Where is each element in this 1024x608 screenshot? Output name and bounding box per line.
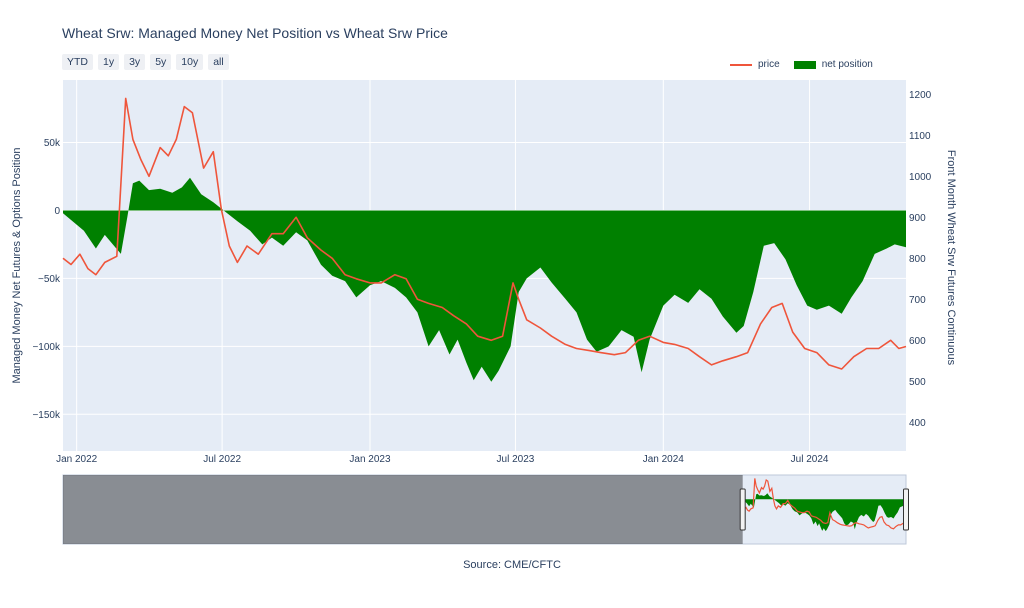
slider-price-line <box>742 478 907 530</box>
source-note: Source: CME/CFTC <box>463 559 561 571</box>
x-tick-label: Jul 2024 <box>791 454 829 465</box>
x-tick-label: Jan 2022 <box>56 454 98 465</box>
range-button-ytd[interactable]: YTD <box>62 54 93 70</box>
price-line <box>62 97 907 370</box>
legend: price net position <box>730 59 887 70</box>
range-slider[interactable] <box>0 470 1024 550</box>
y-right-tick-label: 400 <box>909 418 926 429</box>
y-right-tick-label: 700 <box>909 295 926 306</box>
y-right-axis-title: Front Month Wheat Srw Futures Continuous <box>945 150 957 366</box>
legend-price-label: price <box>758 59 780 70</box>
slider-mask <box>63 475 743 544</box>
y-left-tick-label: −150k <box>32 410 61 421</box>
legend-item-price[interactable]: price <box>730 59 780 70</box>
range-button-5y[interactable]: 5y <box>150 54 172 70</box>
slider-net-area <box>742 493 906 532</box>
y-left-tick-label: −100k <box>32 342 61 353</box>
y-right-tick-label: 1000 <box>909 172 932 183</box>
x-tick-label: Jan 2024 <box>643 454 685 465</box>
range-button-all[interactable]: all <box>208 54 229 70</box>
legend-net-label: net position <box>821 59 873 70</box>
y-left-tick-label: 50k <box>44 138 61 149</box>
legend-price-swatch <box>730 63 752 66</box>
y-right-tick-label: 1200 <box>909 90 932 101</box>
y-right-tick-label: 800 <box>909 254 926 265</box>
y-left-tick-label: −50k <box>38 274 61 285</box>
slider-background <box>62 474 907 545</box>
y-left-axis-title: Managed Money Net Futures & Options Posi… <box>11 147 23 383</box>
slider-handle-left[interactable] <box>739 488 746 531</box>
y-right-tick-label: 600 <box>909 336 926 347</box>
net-position-area <box>63 177 906 382</box>
x-tick-label: Jan 2023 <box>349 454 391 465</box>
legend-item-net-position[interactable]: net position <box>793 59 873 70</box>
y-right-tick-label: 900 <box>909 213 926 224</box>
legend-net-swatch <box>793 60 816 69</box>
range-button-1y[interactable]: 1y <box>98 54 120 70</box>
chart-title: Wheat Srw: Managed Money Net Position vs… <box>62 25 448 41</box>
range-selector: YTD 1y 3y 5y 10y all <box>62 54 229 70</box>
slider-handle-right[interactable] <box>903 488 909 531</box>
y-right-tick-label: 500 <box>909 377 926 388</box>
x-tick-label: Jul 2022 <box>203 454 241 465</box>
y-left-tick-label: 0 <box>54 206 60 217</box>
y-right-tick-label: 1100 <box>909 131 931 142</box>
range-button-3y[interactable]: 3y <box>124 54 146 70</box>
range-button-10y[interactable]: 10y <box>176 54 204 70</box>
main-chart[interactable]: Jan 2022 Jul 2022 Jan 2023 Jul 2023 Jan 2024… <box>0 0 1024 470</box>
x-tick-label: Jul 2023 <box>497 454 535 465</box>
